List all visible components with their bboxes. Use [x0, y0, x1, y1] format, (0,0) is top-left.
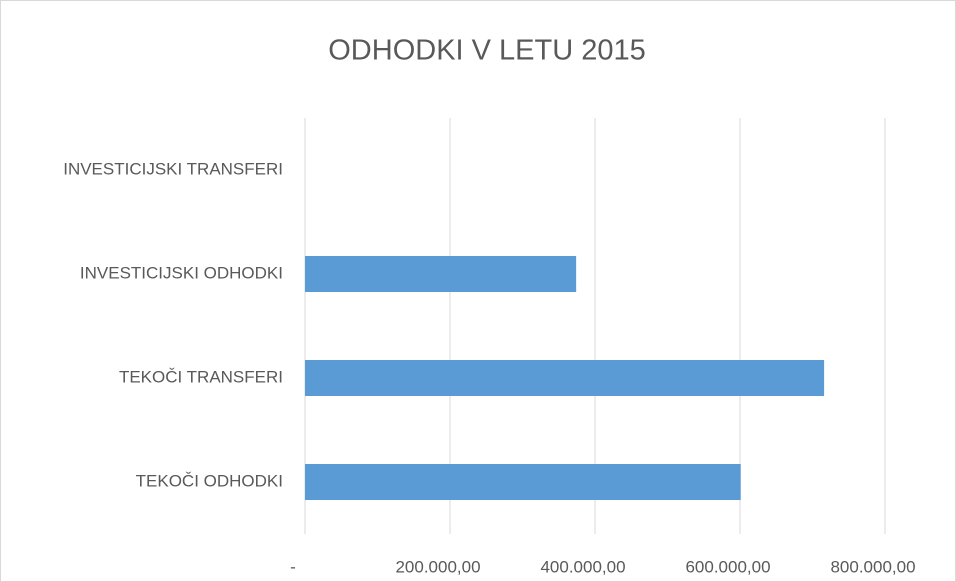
chart-title: ODHODKI V LETU 2015: [328, 35, 646, 67]
bar: [305, 464, 741, 500]
x-tick-label: 400.000,00: [540, 557, 625, 576]
bar: [305, 360, 825, 396]
y-tick-label: INVESTICIJSKI ODHODKI: [80, 263, 283, 282]
y-tick-label: TEKOČI TRANSFERI: [119, 367, 283, 386]
bar: [305, 256, 577, 292]
x-tick-label: -: [290, 557, 296, 576]
y-tick-label: INVESTICIJSKI TRANSFERI: [63, 159, 283, 178]
x-tick-label: 600.000,00: [685, 557, 770, 576]
x-tick-label: 800.000,00: [830, 557, 915, 576]
y-tick-label: TEKOČI ODHODKI: [136, 471, 283, 490]
x-tick-label: 200.000,00: [395, 557, 480, 576]
